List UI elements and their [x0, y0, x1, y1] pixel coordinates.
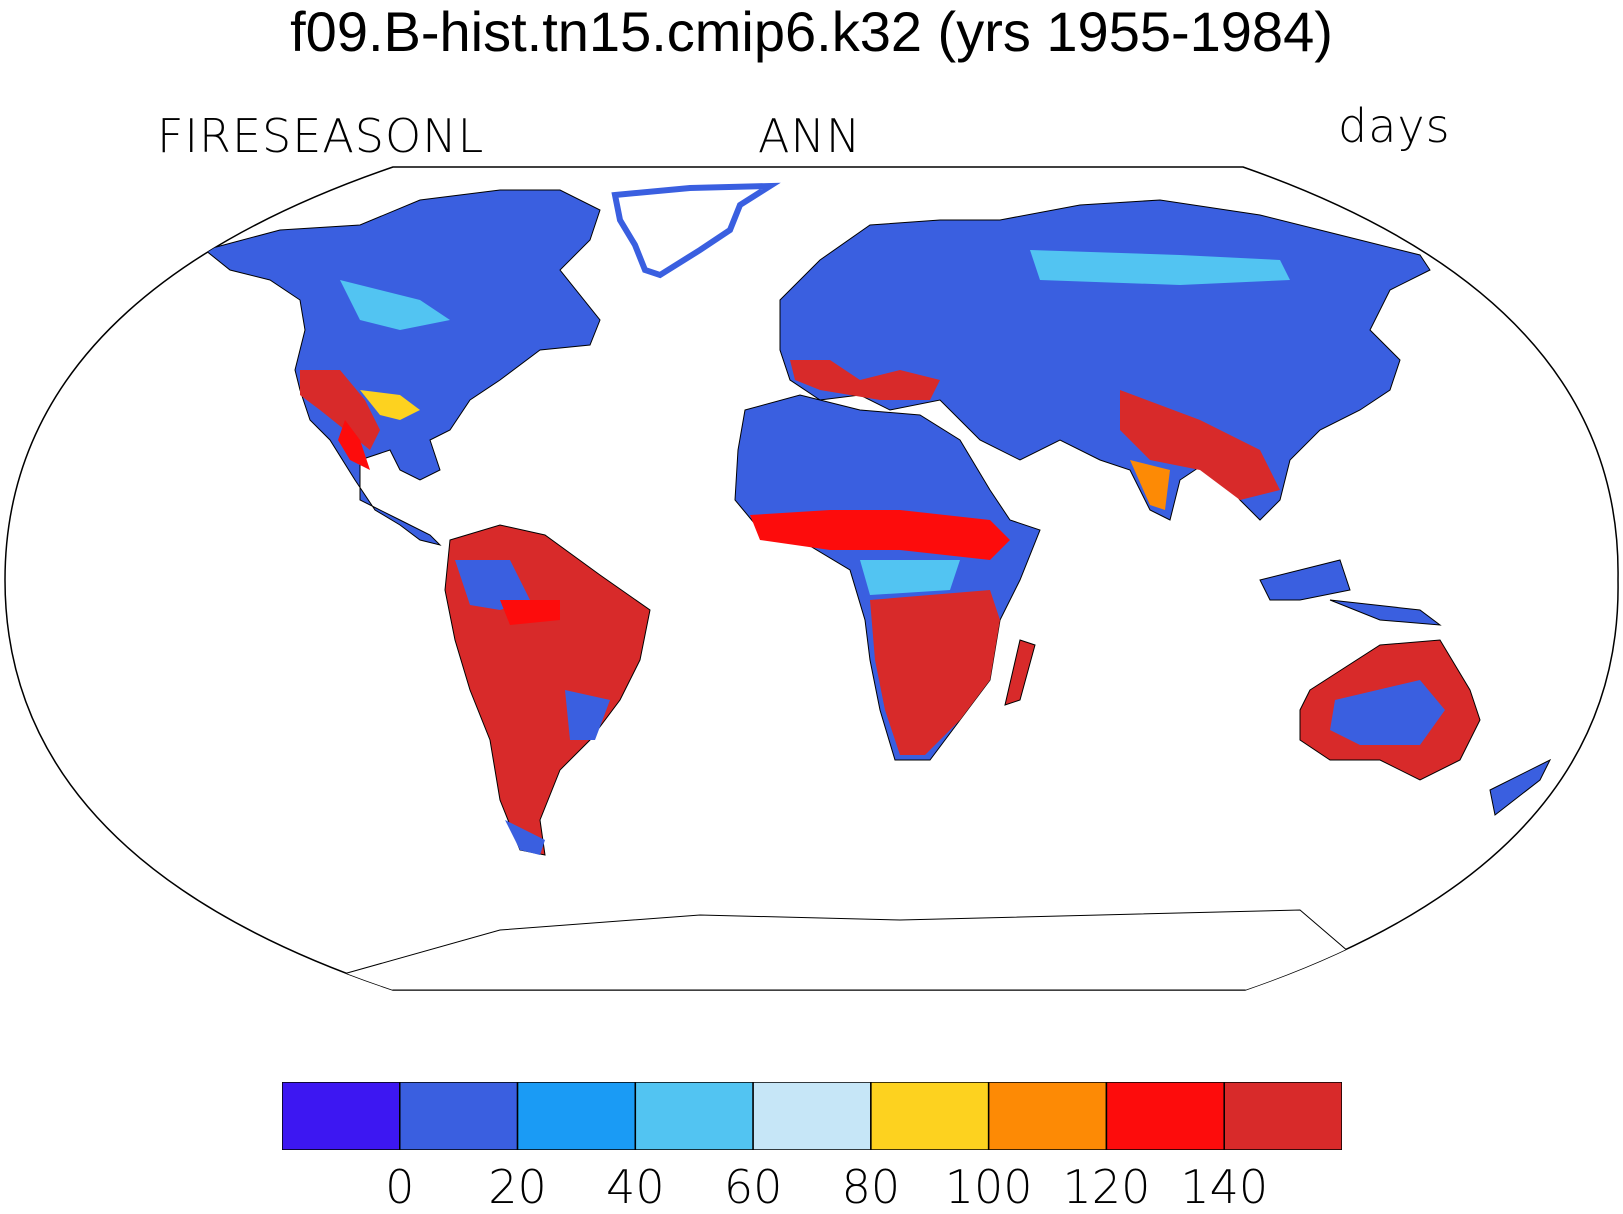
colorbar-tick-label: 60: [723, 1160, 783, 1214]
colorbar-tick-label: 0: [385, 1160, 415, 1214]
colorbar-box: [987, 1081, 1108, 1151]
greenland: [611, 182, 781, 279]
season-label: ANN: [758, 109, 862, 163]
colorbar-box: [634, 1081, 754, 1151]
colorbar-box: [399, 1081, 519, 1151]
plot-title: f09.B-hist.tn15.cmip6.k32 (yrs 1955-1984…: [290, 0, 1333, 63]
indonesia: [1259, 559, 1351, 601]
colorbar-box: [281, 1081, 401, 1151]
colorbar-tick-label: 100: [944, 1160, 1033, 1214]
colorbar-tick-label: 140: [1180, 1160, 1269, 1214]
colorbar-tick-label: 120: [1062, 1160, 1151, 1214]
new-zealand: [1489, 758, 1552, 816]
colorbar-box: [1105, 1081, 1225, 1151]
world-map: [4, 166, 1619, 991]
units-label: days: [1338, 99, 1451, 153]
colorbar-box: [516, 1081, 637, 1151]
colorbar-box: [752, 1081, 872, 1151]
colorbar-tick-label: 20: [488, 1160, 547, 1214]
colorbar-svg: [281, 1081, 1343, 1151]
madagascar: [1004, 639, 1036, 706]
variable-label: FIRESEASONL: [157, 109, 485, 163]
colorbar: [281, 1081, 1343, 1151]
antarctica: [339, 909, 1371, 990]
colorbar-tick-label: 80: [841, 1160, 901, 1214]
colorbar-box: [870, 1081, 990, 1151]
colorbar-tick-label: 40: [606, 1160, 665, 1214]
colorbar-box: [1223, 1081, 1343, 1151]
